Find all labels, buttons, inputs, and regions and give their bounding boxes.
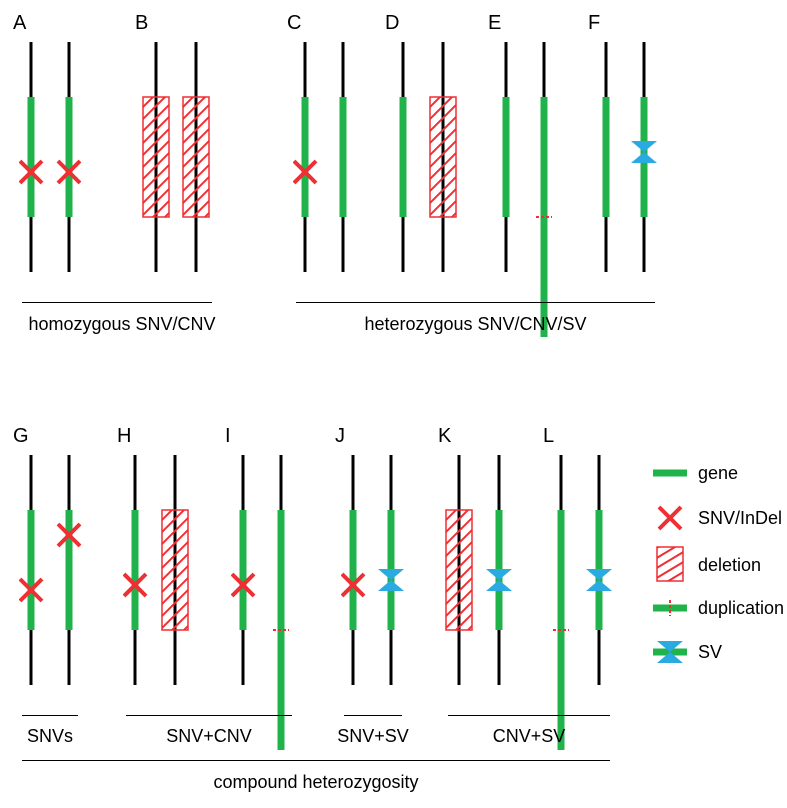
panel-l [549, 455, 619, 765]
rule-snvs [22, 715, 78, 716]
legend [645, 455, 785, 715]
panel-g [19, 455, 89, 695]
rule-snv-sv [344, 715, 402, 716]
panel-label-c: C [287, 12, 301, 35]
panel-f [594, 42, 664, 282]
legend-snv: SNV/InDel [698, 508, 782, 529]
legend-gene: gene [698, 463, 738, 484]
panel-label-a: A [13, 12, 26, 35]
panel-label-k: K [438, 425, 451, 448]
panel-h [123, 455, 203, 695]
panel-label-f: F [588, 12, 600, 35]
panel-label-g: G [13, 425, 29, 448]
panel-e [494, 42, 564, 342]
rule-snv-cnv [126, 715, 292, 716]
label-snvs: SNVs [12, 726, 88, 747]
legend-sv: SV [698, 642, 722, 663]
label-snv-cnv: SNV+CNV [126, 726, 292, 747]
panel-k [444, 455, 524, 695]
panel-label-j: J [335, 425, 345, 448]
panel-label-l: L [543, 425, 554, 448]
panel-d [391, 42, 471, 282]
label-homozygous: homozygous SNV/CNV [22, 314, 222, 335]
panel-label-e: E [488, 12, 501, 35]
label-snv-sv: SNV+SV [330, 726, 416, 747]
legend-duplication: duplication [698, 598, 784, 619]
panel-a [19, 42, 89, 282]
rule-compound [22, 760, 610, 761]
panel-label-d: D [385, 12, 399, 35]
panel-label-b: B [135, 12, 148, 35]
legend-deletion: deletion [698, 555, 761, 576]
panel-i [231, 455, 301, 765]
panel-b [141, 42, 221, 282]
panel-j [341, 455, 411, 695]
label-cnv-sv: CNV+SV [448, 726, 610, 747]
panel-label-h: H [117, 425, 131, 448]
rule-cnv-sv [448, 715, 610, 716]
label-heterozygous: heterozygous SNV/CNV/SV [296, 314, 655, 335]
label-compound: compound heterozygosity [22, 772, 610, 793]
panel-c [293, 42, 363, 282]
rule-homozygous [22, 302, 212, 303]
panel-label-i: I [225, 425, 231, 448]
rule-heterozygous [296, 302, 655, 303]
